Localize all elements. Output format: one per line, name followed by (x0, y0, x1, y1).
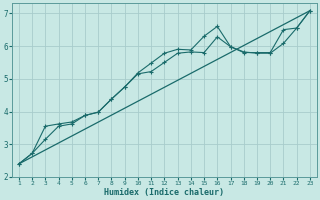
X-axis label: Humidex (Indice chaleur): Humidex (Indice chaleur) (104, 188, 224, 197)
